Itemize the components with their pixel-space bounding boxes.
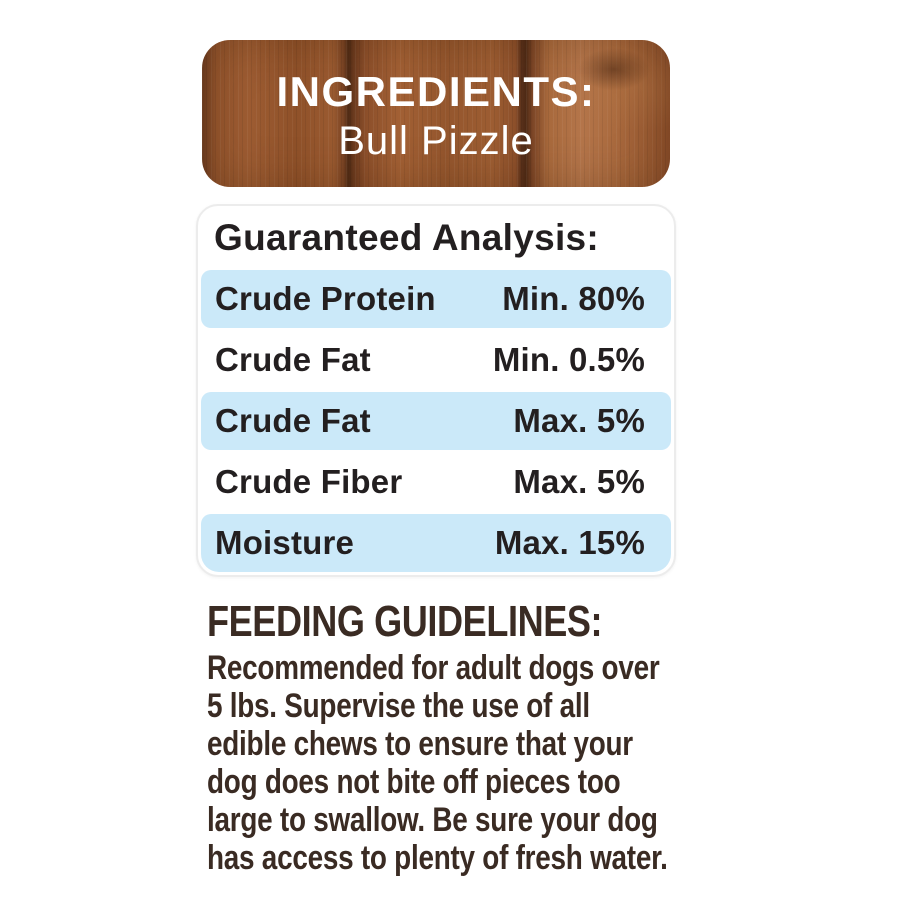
- guaranteed-analysis-title: Guaranteed Analysis:: [214, 217, 600, 258]
- nutrient-label: Crude Protein: [215, 280, 436, 317]
- nutrient-value: Min. 0.5%: [492, 341, 645, 378]
- feeding-guidelines-line: 5 lbs. Supervise the use of all: [207, 687, 590, 725]
- analysis-row-crude-protein: Crude Protein Min. 80%: [201, 270, 671, 328]
- nutrient-value: Min. 80%: [502, 280, 645, 317]
- nutrient-label: Crude Fiber: [215, 463, 403, 500]
- nutrient-label: Crude Fat: [215, 402, 371, 439]
- feeding-guidelines-line: edible chews to ensure that your: [207, 725, 633, 763]
- analysis-row-moisture: Moisture Max. 15%: [201, 514, 671, 572]
- analysis-row-crude-fat-min: Crude Fat Min. 0.5%: [201, 331, 671, 389]
- feeding-guidelines-line: Recommended for adult dogs over: [207, 649, 660, 687]
- nutrient-label: Moisture: [215, 524, 355, 561]
- guaranteed-analysis-table: Guaranteed Analysis: Crude Protein Min. …: [196, 204, 676, 577]
- feeding-guidelines-line: dog does not bite off pieces too: [207, 763, 621, 801]
- nutrient-value: Max. 15%: [494, 524, 645, 561]
- analysis-row-crude-fat-max: Crude Fat Max. 5%: [201, 392, 671, 450]
- nutrient-value: Max. 5%: [513, 402, 645, 439]
- ingredients-value: Bull Pizzle: [338, 119, 534, 163]
- feeding-guidelines-title: FEEDING GUIDELINES:: [207, 597, 603, 646]
- guaranteed-analysis-rows: Crude Protein Min. 80% Crude Fat Min. 0.…: [198, 270, 674, 575]
- nutrient-value: Max. 5%: [513, 463, 645, 500]
- ingredients-title: INGREDIENTS:: [276, 68, 596, 115]
- nutrient-label: Crude Fat: [215, 341, 371, 378]
- feeding-guidelines-line: has access to plenty of fresh water.: [207, 839, 668, 877]
- analysis-row-crude-fiber: Crude Fiber Max. 5%: [201, 453, 671, 511]
- feeding-guidelines: FEEDING GUIDELINES: Recommended for adul…: [207, 597, 670, 878]
- ingredients-panel: INGREDIENTS: Bull Pizzle: [202, 40, 670, 187]
- feeding-guidelines-line: large to swallow. Be sure your dog: [207, 801, 658, 839]
